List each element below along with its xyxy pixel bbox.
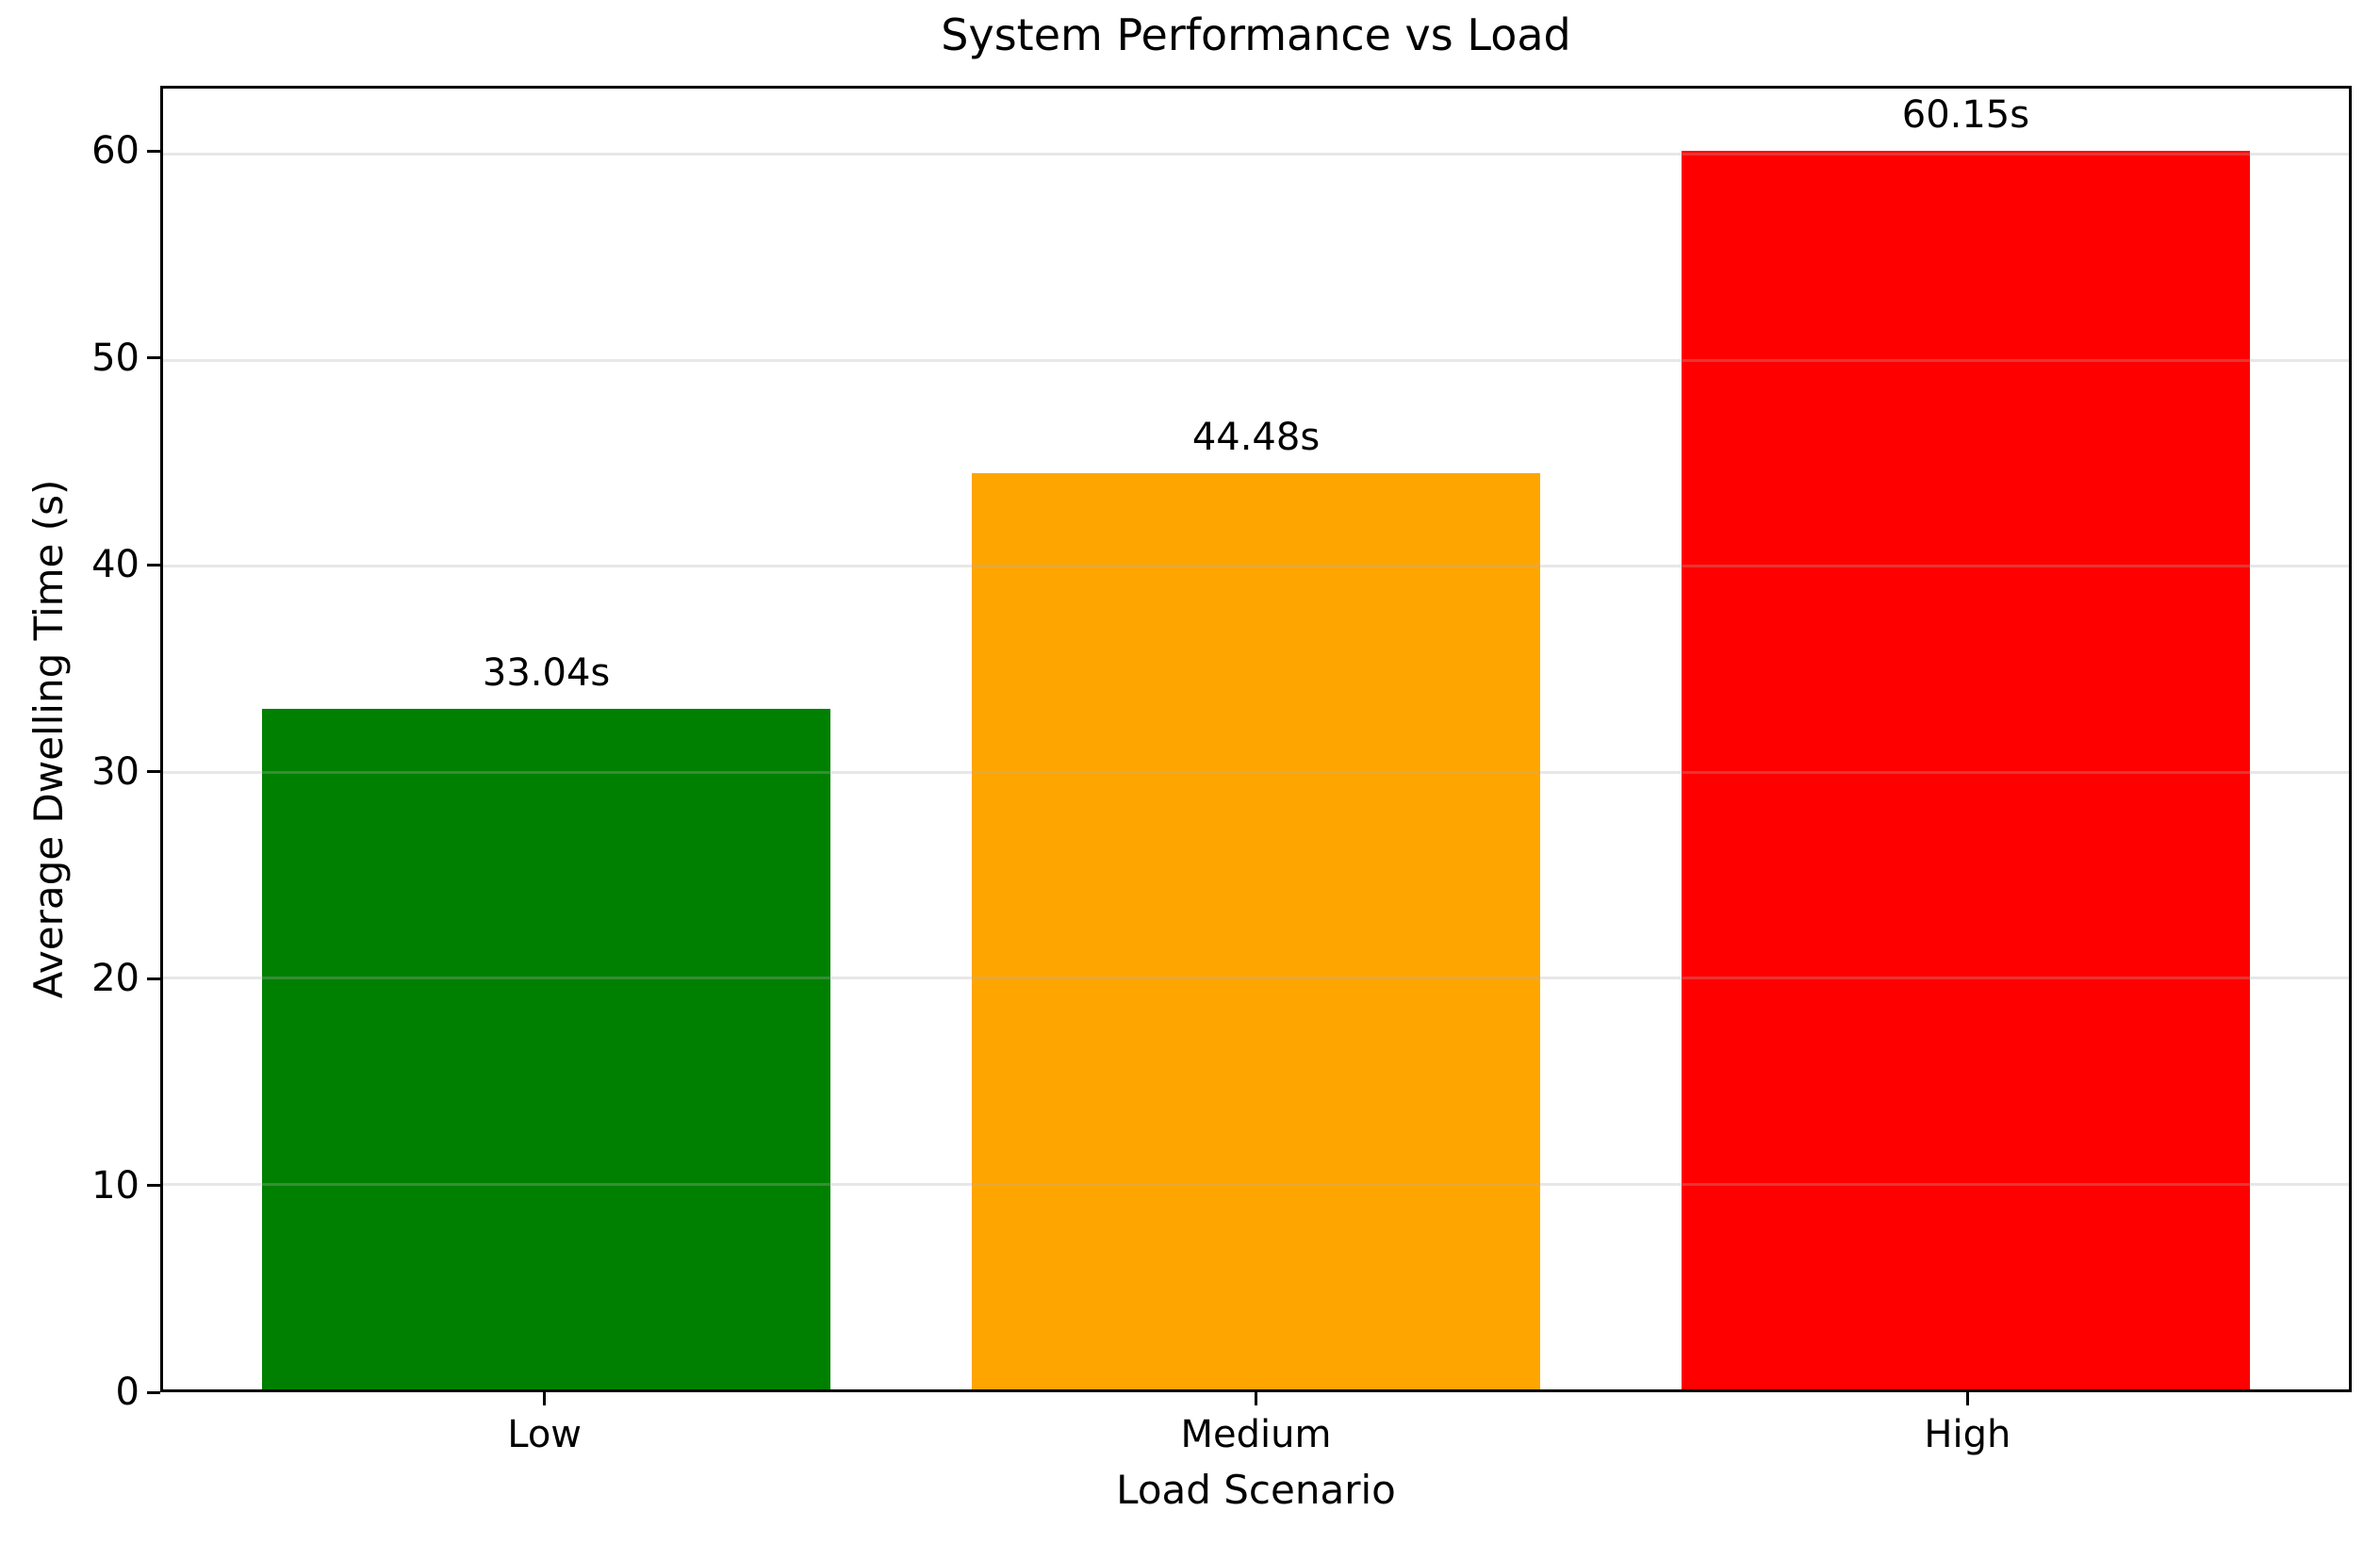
y-tick-mark xyxy=(147,1390,160,1394)
x-tick-mark xyxy=(543,1392,547,1405)
y-tick-mark xyxy=(147,149,160,153)
chart-title: System Performance vs Load xyxy=(941,9,1571,60)
bar-value-label: 44.48s xyxy=(1191,416,1321,460)
bar-high xyxy=(1682,150,2250,1389)
y-tick-mark xyxy=(147,977,160,980)
y-tick-mark xyxy=(147,770,160,774)
bar-value-label: 33.04s xyxy=(482,651,611,696)
x-tick-mark xyxy=(1965,1392,1969,1405)
gridline xyxy=(163,1182,2349,1186)
y-tick-label: 0 xyxy=(115,1371,140,1414)
x-axis-label: Load Scenario xyxy=(1116,1467,1396,1513)
gridline xyxy=(163,977,2349,979)
y-tick-label: 20 xyxy=(91,957,140,1001)
bar-value-label: 60.15s xyxy=(1901,92,2030,137)
y-tick-label: 10 xyxy=(91,1163,140,1207)
x-tick-mark xyxy=(1255,1392,1257,1405)
y-tick-mark xyxy=(147,356,160,360)
gridline xyxy=(163,565,2349,568)
bar-low xyxy=(262,709,830,1389)
gridline xyxy=(163,770,2349,774)
y-tick-mark xyxy=(147,1184,160,1188)
bar-medium xyxy=(972,473,1540,1389)
plot-area: 33.04s 44.48s 60.15s xyxy=(160,86,2352,1392)
x-tick-label-low: Low xyxy=(507,1413,583,1456)
gridline xyxy=(163,358,2349,362)
y-tick-label: 30 xyxy=(91,749,140,794)
y-tick-mark xyxy=(147,563,160,567)
x-tick-label-medium: Medium xyxy=(1180,1413,1332,1456)
x-tick-label-high: High xyxy=(1924,1413,2011,1456)
y-tick-label: 60 xyxy=(91,129,140,173)
gridline xyxy=(163,153,2349,156)
y-tick-label: 50 xyxy=(91,336,140,380)
y-tick-label: 40 xyxy=(91,543,140,587)
